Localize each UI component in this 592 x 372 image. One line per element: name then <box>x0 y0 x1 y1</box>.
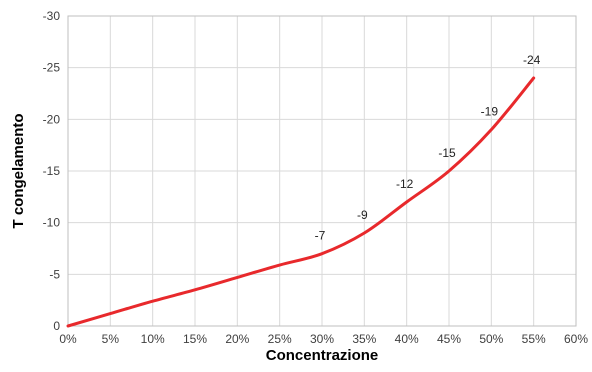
data-label: -15 <box>438 146 456 160</box>
data-label: -12 <box>396 177 414 191</box>
y-tick-label: -5 <box>49 267 60 281</box>
data-label: -7 <box>315 229 326 243</box>
x-tick-label: 20% <box>225 332 249 346</box>
y-tick-label: 0 <box>53 319 60 333</box>
x-axis-ticks: 0% 5% 10% 15% 20% 25% 30% 35% 40% 45% 50% 55% 60% <box>59 332 588 346</box>
x-tick-label: 5% <box>102 332 120 346</box>
y-tick-label: -15 <box>43 164 61 178</box>
y-tick-label: -25 <box>43 61 61 75</box>
data-label: -19 <box>481 105 499 119</box>
x-tick-label: 10% <box>141 332 165 346</box>
series-lines <box>66 76 536 328</box>
y-axis-title: T congelamento <box>10 113 27 228</box>
x-tick-label: 25% <box>268 332 292 346</box>
grid-lines <box>67 15 577 327</box>
data-label: -9 <box>357 208 368 222</box>
x-tick-label: 30% <box>310 332 334 346</box>
y-axis-ticks: 0 -5 -10 -15 -20 -25 -30 <box>43 9 61 333</box>
x-tick-label: 55% <box>522 332 546 346</box>
x-tick-label: 50% <box>479 332 503 346</box>
x-axis-title: Concentrazione <box>266 347 379 364</box>
x-tick-label: 60% <box>564 332 588 346</box>
plot-frame <box>67 15 577 327</box>
y-tick-label: -30 <box>43 9 61 23</box>
x-tick-label: 35% <box>352 332 376 346</box>
x-tick-label: 15% <box>183 332 207 346</box>
y-tick-label: -10 <box>43 216 61 230</box>
data-labels: -7 -9 -12 -15 -19 -24 <box>315 53 541 243</box>
x-tick-label: 0% <box>59 332 77 346</box>
y-tick-label: -20 <box>43 112 61 126</box>
data-label: -24 <box>523 53 541 67</box>
x-tick-label: 40% <box>395 332 419 346</box>
series-line-0 <box>66 76 536 328</box>
x-tick-label: 45% <box>437 332 461 346</box>
